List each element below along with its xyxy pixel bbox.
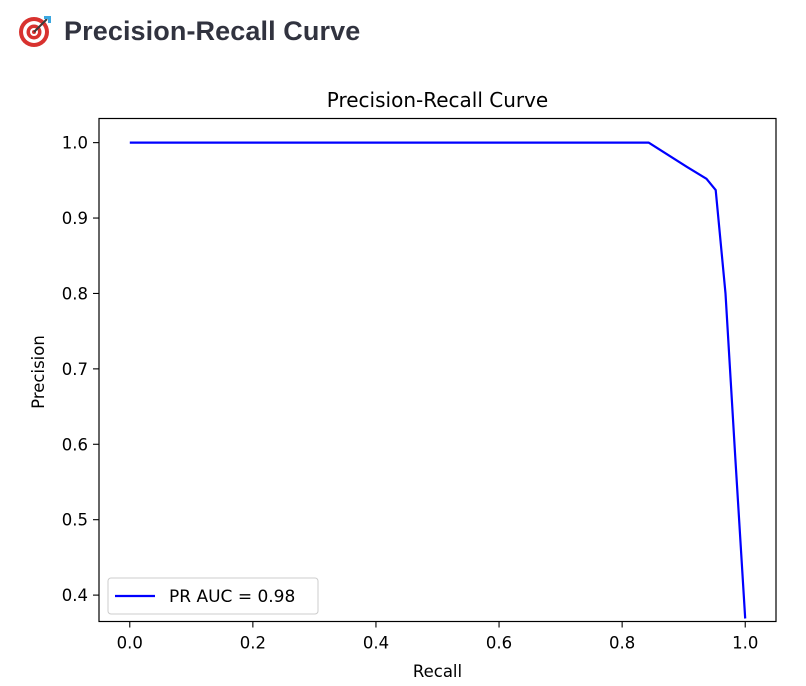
x-tick-label: 0.0 [117,634,143,653]
legend-box [107,577,319,615]
y-tick-label: 0.6 [62,435,88,454]
y-tick-label: 0.9 [62,209,88,228]
app-header: Precision-Recall Curve [18,12,360,50]
y-axis-ticks: 0.4 0.5 0.6 0.7 0.8 0.9 1.0 [62,134,99,605]
y-tick-label: 1.0 [62,134,88,153]
x-tick-label: 0.2 [240,634,266,653]
legend: PR AUC = 0.98 [107,577,319,615]
y-axis-label: Precision [29,335,48,409]
page-title: Precision-Recall Curve [64,15,361,46]
x-axis-ticks: 0.0 0.2 0.4 0.6 0.8 1.0 [117,621,758,653]
plot-frame [98,117,777,623]
series-layer [129,141,747,619]
y-tick-label: 0.7 [62,360,88,379]
x-tick-label: 0.4 [363,634,389,653]
x-tick-label: 1.0 [732,634,758,653]
direct-hit-target-icon [19,16,51,47]
y-tick-label: 0.5 [62,511,88,530]
y-tick-label: 0.8 [62,284,88,303]
x-tick-label: 0.8 [609,634,635,653]
chart-title: Precision-Recall Curve [327,88,548,112]
legend-label: PR AUC = 0.98 [169,587,295,607]
x-axis-label: Recall [413,662,462,681]
y-tick-label: 0.4 [62,586,88,605]
x-tick-label: 0.6 [486,634,512,653]
pr-curve-line [129,141,747,619]
